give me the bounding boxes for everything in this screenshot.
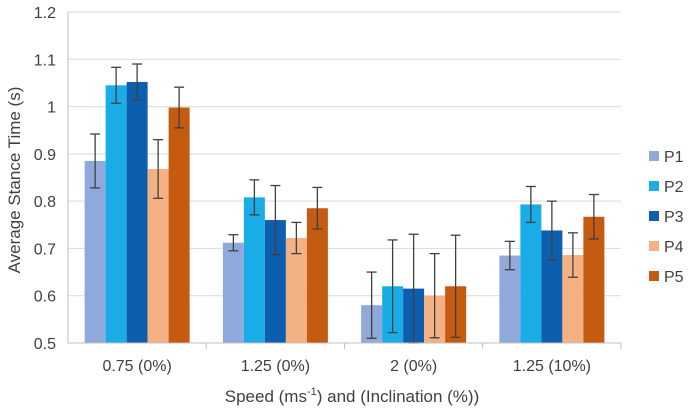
- legend-swatch: [649, 181, 659, 191]
- error-bar: [174, 86, 185, 129]
- bar-p4: [562, 255, 584, 343]
- error-bar: [588, 193, 599, 240]
- legend-item-p1: P1: [649, 149, 684, 166]
- error-bar: [270, 184, 281, 256]
- x-axis-title-pre: Speed (ms: [225, 387, 307, 406]
- y-tick-labels: 0.5 0.6 0.7 0.8 0.9 1 1.1 1.2: [34, 5, 56, 353]
- y-axis-title: Average Stance Time (s): [5, 87, 24, 274]
- bars: [84, 81, 605, 344]
- bar-p5: [168, 107, 190, 343]
- bar-p2: [105, 85, 127, 344]
- y-tick-label: 0.7: [34, 241, 56, 258]
- bar-p2: [243, 197, 265, 343]
- error-bar: [312, 186, 323, 230]
- y-tick-label: 0.5: [34, 336, 56, 353]
- error-bar: [525, 185, 536, 224]
- legend-swatch: [649, 151, 659, 161]
- x-tick-label: 0.75 (0%): [102, 358, 171, 375]
- error-bar: [429, 252, 440, 339]
- legend-item-p5: P5: [649, 269, 684, 286]
- bar-p3: [541, 230, 563, 343]
- legend-label: P1: [664, 149, 684, 166]
- x-axis-title-superscript: -1: [307, 386, 317, 398]
- axes: [67, 12, 622, 349]
- error-bar: [132, 63, 143, 101]
- legend: P1 P2 P3 P4 P5: [649, 149, 684, 286]
- bar-p4: [147, 168, 169, 343]
- y-tick-label: 0.9: [34, 147, 56, 164]
- error-bar: [366, 271, 377, 339]
- legend-item-p2: P2: [649, 179, 684, 196]
- bar-p3: [264, 220, 286, 343]
- error-bar: [567, 232, 578, 278]
- y-tick-label: 1.1: [34, 52, 56, 69]
- legend-item-p3: P3: [649, 209, 684, 226]
- legend-item-p4: P4: [649, 239, 684, 256]
- error-bar: [111, 66, 122, 104]
- y-tick-label: 1.2: [34, 5, 56, 22]
- legend-swatch: [649, 271, 659, 281]
- error-bar: [387, 239, 398, 334]
- y-tick-label: 0.8: [34, 194, 56, 211]
- bar-p1: [499, 255, 521, 343]
- error-bar: [546, 200, 557, 261]
- error-bar: [228, 234, 239, 252]
- error-bar: [90, 133, 101, 189]
- x-axis-title-post: ) and (Inclination (%)): [317, 387, 480, 406]
- x-tick-labels: 0.75 (0%) 1.25 (0%) 2 (0%) 1.25 (10%): [102, 358, 591, 375]
- bar-p5: [583, 216, 605, 343]
- error-bar: [450, 234, 461, 338]
- bar-p1: [222, 242, 244, 343]
- error-bar: [504, 240, 515, 271]
- bar-p2: [520, 204, 542, 343]
- error-bars: [90, 63, 599, 344]
- bar-p3: [126, 81, 148, 344]
- bar-p5: [306, 208, 328, 343]
- error-bar: [153, 139, 164, 199]
- bar-p4: [285, 238, 307, 343]
- legend-label: P2: [664, 179, 684, 196]
- bar-p1: [84, 160, 106, 343]
- x-tick-label: 1.25 (10%): [513, 358, 591, 375]
- error-bar: [291, 221, 302, 255]
- legend-swatch: [649, 241, 659, 251]
- error-bar: [249, 179, 260, 216]
- x-axis-title: Speed (ms-1) and (Inclination (%)): [225, 386, 480, 406]
- y-tick-label: 0.6: [34, 289, 56, 306]
- legend-swatch: [649, 211, 659, 221]
- x-tick-label: 1.25 (0%): [241, 358, 310, 375]
- x-tick-label: 2 (0%): [390, 358, 437, 375]
- legend-label: P3: [664, 209, 684, 226]
- y-tick-label: 1: [47, 100, 56, 117]
- legend-label: P4: [664, 239, 684, 256]
- legend-label: P5: [664, 269, 684, 286]
